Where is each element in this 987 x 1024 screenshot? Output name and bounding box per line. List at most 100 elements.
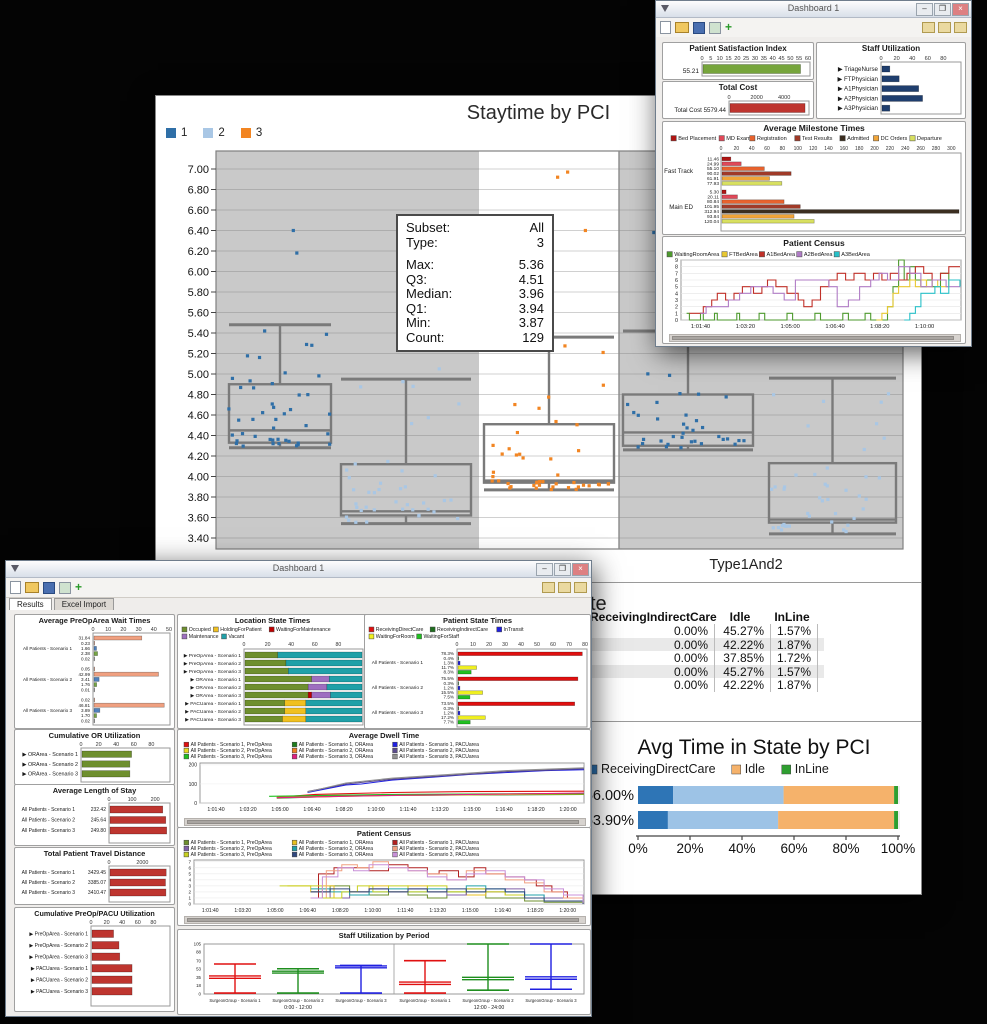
stats-tooltip: Subset: All Type: 3 Max: 5.36 Q3: 4.51 Median: 3.… bbox=[396, 214, 554, 352]
layout-icon[interactable] bbox=[938, 22, 951, 33]
scrollbar-track[interactable] bbox=[184, 916, 586, 924]
svg-text:40: 40 bbox=[288, 642, 294, 648]
panel-title: Total Cost bbox=[718, 83, 758, 92]
svg-text:80: 80 bbox=[780, 146, 786, 152]
scrollbar-thumb[interactable] bbox=[187, 820, 579, 824]
svg-text:73.5%: 73.5% bbox=[441, 701, 454, 706]
svg-text:DC Orders: DC Orders bbox=[881, 136, 908, 142]
svg-text:6.60: 6.60 bbox=[188, 205, 209, 217]
svg-text:260: 260 bbox=[916, 146, 925, 152]
dashboard-top-content: Patient Satisfaction Index 0 5 10 15 20 25 30 35… bbox=[656, 37, 971, 346]
svg-text:ReceivingDirectCare: ReceivingDirectCare bbox=[601, 762, 716, 776]
panel-staff-utilization-by-period: Staff Utilization by Period 0 18 35 53 70 88 10… bbox=[177, 929, 591, 1015]
table-row[interactable]: 0.00% 37.85% 1.72% bbox=[590, 651, 824, 665]
svg-text:▶ PreOpArea - Scenario 3: ▶ PreOpArea - Scenario 3 bbox=[29, 954, 88, 960]
svg-text:60: 60 bbox=[550, 642, 556, 648]
svg-text:4.80: 4.80 bbox=[188, 390, 209, 402]
svg-text:Maintenance: Maintenance bbox=[189, 634, 219, 640]
svg-text:2: 2 bbox=[188, 890, 191, 895]
svg-text:18: 18 bbox=[196, 983, 201, 988]
export-image-icon[interactable] bbox=[59, 581, 71, 594]
avg-time-partial-heading: te bbox=[590, 593, 607, 615]
table-row[interactable]: 0.00% 45.27% 1.57% bbox=[590, 624, 824, 638]
table-cell: 37.85% bbox=[714, 651, 770, 665]
new-document-icon[interactable] bbox=[660, 21, 671, 34]
open-folder-icon[interactable] bbox=[25, 582, 39, 593]
chart: 0 10 20 30 40 50 All Patients - Scenario 1 31.8… bbox=[23, 627, 172, 726]
svg-text:Test Results: Test Results bbox=[802, 136, 833, 142]
svg-text:3.60: 3.60 bbox=[188, 513, 209, 525]
svg-text:6: 6 bbox=[188, 865, 191, 870]
svg-text:0: 0 bbox=[456, 642, 459, 648]
restore-button[interactable]: ❐ bbox=[554, 563, 571, 576]
window-title: Dashboard 1 bbox=[787, 3, 840, 13]
svg-text:InTransit: InTransit bbox=[504, 627, 525, 633]
panel-average-preoparea-wait-times: Average PreOpArea Wait Times 0 10 20 30 40 50 A… bbox=[14, 614, 175, 729]
svg-text:4000: 4000 bbox=[778, 95, 790, 101]
svg-text:6: 6 bbox=[675, 278, 678, 284]
svg-text:60: 60 bbox=[764, 146, 770, 152]
add-report-icon[interactable]: + bbox=[725, 20, 733, 34]
close-button[interactable]: × bbox=[572, 563, 589, 576]
chart: 0 2000 All Patients - Scenario 1 3429.45 All… bbox=[22, 860, 171, 903]
svg-text:All Patients - Scenario 1: All Patients - Scenario 1 bbox=[22, 807, 76, 813]
svg-text:1:13:20: 1:13:20 bbox=[429, 908, 446, 914]
scrollbar-thumb[interactable] bbox=[672, 336, 954, 340]
legend-item-2[interactable]: 2 bbox=[203, 127, 225, 139]
table-cell: 45.27% bbox=[714, 664, 770, 679]
titlebar[interactable]: Dashboard 1 – ❐ × bbox=[6, 561, 591, 578]
svg-text:0: 0 bbox=[92, 627, 95, 633]
svg-text:All Patients - Scenario 1, ORA: All Patients - Scenario 1, ORArea bbox=[299, 742, 373, 748]
table-row[interactable]: 0.00% 42.22% 1.87% bbox=[590, 637, 824, 652]
journal-icon[interactable] bbox=[922, 22, 935, 33]
restore-button[interactable]: ❐ bbox=[934, 3, 951, 16]
svg-text:SurgeonGroup - Scenario 1: SurgeonGroup - Scenario 1 bbox=[399, 998, 451, 1003]
legend-item-3[interactable]: 3 bbox=[240, 127, 262, 139]
panel-title: Staff Utilization by Period bbox=[338, 931, 430, 940]
panel-title: Total Patient Travel Distance bbox=[43, 849, 146, 858]
script-icon[interactable] bbox=[574, 582, 587, 593]
tab-excel-import[interactable]: Excel Import bbox=[53, 598, 115, 611]
scrollbar-track[interactable] bbox=[669, 334, 961, 342]
titlebar[interactable]: Dashboard 1 – ❐ × bbox=[656, 1, 971, 18]
export-image-icon[interactable] bbox=[709, 21, 721, 34]
save-icon[interactable] bbox=[693, 21, 705, 34]
dashboard-window-top: Dashboard 1 – ❐ × + Patient Satisfaction… bbox=[655, 0, 972, 347]
svg-text:1:06:40: 1:06:40 bbox=[303, 807, 320, 813]
svg-text:30: 30 bbox=[136, 627, 142, 633]
table-row[interactable]: 0.00% 45.27% 1.57% bbox=[590, 664, 824, 679]
svg-text:5.60: 5.60 bbox=[188, 308, 209, 320]
add-report-icon[interactable]: + bbox=[75, 580, 83, 594]
table-row[interactable]: 0.00% 42.22% 1.87% bbox=[590, 678, 824, 692]
svg-text:0: 0 bbox=[199, 992, 202, 997]
panel-average-length-of-stay: Average Length of Stay 0 100 200 All Patient… bbox=[14, 784, 175, 846]
chart: Occupied HoldingForPatient WaitingForMaint… bbox=[181, 626, 364, 726]
svg-text:5.80: 5.80 bbox=[188, 287, 209, 299]
svg-text:All Patients - Scenario 3, Pre: All Patients - Scenario 3, PreOpArea bbox=[191, 852, 272, 858]
svg-text:All Patients - Scenario 3: All Patients - Scenario 3 bbox=[22, 890, 76, 896]
journal-icon[interactable] bbox=[542, 582, 555, 593]
scrollbar-track[interactable] bbox=[184, 818, 586, 826]
layout-icon[interactable] bbox=[558, 582, 571, 593]
save-icon[interactable] bbox=[43, 581, 55, 594]
script-icon[interactable] bbox=[954, 22, 967, 33]
svg-text:All Patients - Scenario 2, ORA: All Patients - Scenario 2, ORArea bbox=[299, 748, 373, 754]
svg-text:All Patients - Scenario 1, PAC: All Patients - Scenario 1, PACUarea bbox=[399, 742, 479, 748]
svg-text:▶ ORArea - Scenario 3: ▶ ORArea - Scenario 3 bbox=[22, 772, 78, 778]
panel-average-milestone-times: Average Milestone Times Bed Placement MD E… bbox=[662, 121, 966, 235]
close-button[interactable]: × bbox=[952, 3, 969, 16]
legend-item-1[interactable]: 1 bbox=[166, 127, 187, 139]
svg-text:0:00 - 12:00: 0:00 - 12:00 bbox=[284, 1005, 312, 1011]
open-folder-icon[interactable] bbox=[675, 22, 689, 33]
scrollbar-thumb[interactable] bbox=[187, 918, 579, 922]
svg-text:0: 0 bbox=[194, 801, 197, 807]
tab-results[interactable]: Results bbox=[9, 598, 52, 611]
new-document-icon[interactable] bbox=[10, 581, 21, 594]
svg-text:101.95: 101.95 bbox=[704, 204, 719, 210]
svg-text:60%: 60% bbox=[780, 841, 807, 856]
svg-text:10: 10 bbox=[105, 627, 111, 633]
minimize-button[interactable]: – bbox=[536, 563, 553, 576]
column-header: Idle bbox=[729, 610, 751, 624]
svg-text:80%: 80% bbox=[832, 841, 859, 856]
minimize-button[interactable]: – bbox=[916, 3, 933, 16]
